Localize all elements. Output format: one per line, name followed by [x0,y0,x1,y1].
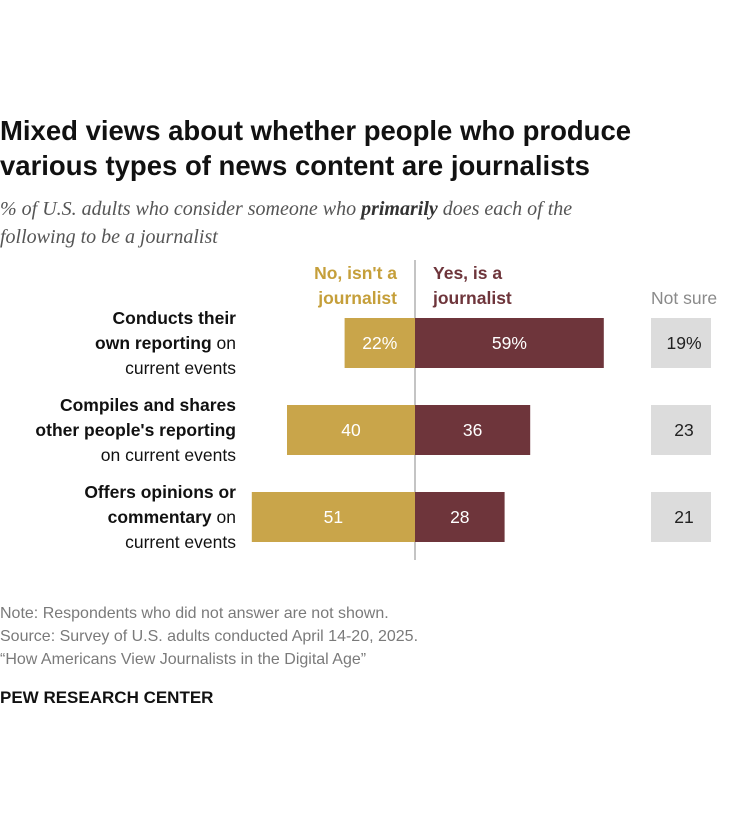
not-sure-box [651,405,711,455]
category-label: current events [125,532,236,552]
legend-no-label-2: journalist [317,288,397,308]
diverging-bar-chart: No, isn't a journalist Yes, is a journal… [35,260,717,560]
chart-rows: Conducts their own reporting on current ev… [35,308,711,552]
category-label: Conducts their [113,308,237,328]
category-label: other people's reporting [35,420,236,440]
bar-no-label: 22% [362,333,397,353]
bar-no-label: 51 [324,507,343,527]
chart-title: Mixed views about whether people who pro… [0,113,740,183]
legend-not-sure-label: Not sure [651,288,717,308]
bar-yes [415,492,505,542]
bar-no-label: 40 [341,420,361,440]
not-sure-box [651,318,711,368]
title-line-2: various types of news content are journa… [0,150,590,181]
not-sure-label: 23 [674,420,693,440]
bar-no [344,318,415,368]
bar-yes [415,318,604,368]
notes: Note: Respondents who did not answer are… [0,602,740,671]
bar-yes-label: 36 [463,420,482,440]
pew-logo-text: PEW RESEARCH CENTER [0,688,214,707]
not-sure-label: 19% [666,333,701,353]
bar-yes-label: 28 [450,507,469,527]
report-text: “How Americans View Journalists in the D… [0,651,367,668]
category-label: Compiles and shares [60,395,236,415]
category-label: Offers opinions or [84,482,236,502]
category-label: current events [125,358,236,378]
category-label: on current events [101,445,236,465]
bar-yes [415,405,531,455]
bar-no [251,492,415,542]
title-line-1: Mixed views about whether people who pro… [0,115,632,146]
category-label: commentary on [108,507,236,527]
legend-yes-label: Yes, is a [433,263,502,283]
subtitle-line-2: following to be a journalist [0,226,218,248]
bar-no [287,405,415,455]
subtitle-text: % of U.S. adults who consider someone wh… [0,198,362,220]
legend: No, isn't a journalist Yes, is a journal… [314,263,717,308]
subtitle-text-end: does each of the [437,198,573,220]
chart-subtitle: % of U.S. adults who consider someone wh… [0,195,740,251]
source-text: Source: Survey of U.S. adults conducted … [0,628,419,645]
note-text: Note: Respondents who did not answer are… [0,605,389,622]
category-label: own reporting on [95,333,236,353]
bar-yes-label: 59% [492,333,527,353]
legend-yes-label-2: journalist [432,288,512,308]
subtitle-emphasis: primarily [361,198,438,220]
not-sure-box [651,492,711,542]
legend-no-label: No, isn't a [314,263,397,283]
not-sure-label: 21 [674,507,693,527]
